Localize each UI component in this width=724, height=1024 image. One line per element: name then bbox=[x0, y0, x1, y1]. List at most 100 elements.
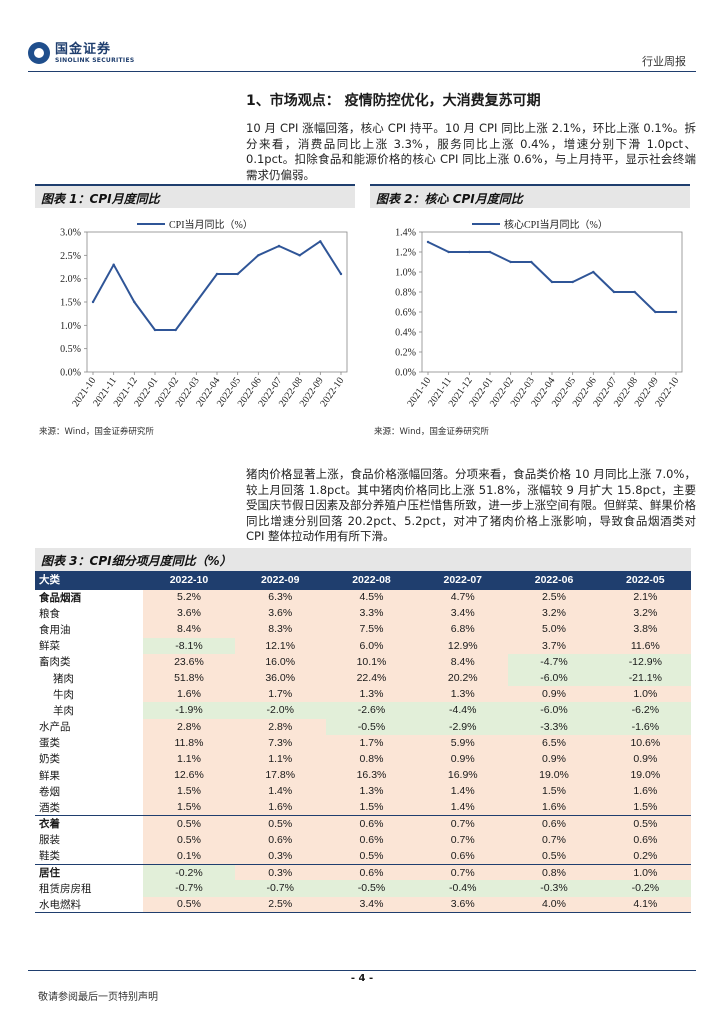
table-cell-value: 1.6% bbox=[143, 686, 235, 703]
logo-text-en: SINOLINK SECURITIES bbox=[55, 56, 135, 64]
data-point bbox=[633, 290, 636, 294]
table-header-month: 2022-10 bbox=[143, 571, 235, 589]
table-cell-value: 0.6% bbox=[325, 863, 418, 881]
table-row: 食用油 8.4% 8.3% 7.5% 6.8% 5.0% 3.8% bbox=[35, 621, 691, 638]
header-divider bbox=[28, 71, 696, 72]
table-cell-category: 租赁房房租 bbox=[39, 882, 92, 895]
table-cell-value: 1.3% bbox=[325, 686, 418, 703]
data-point bbox=[112, 263, 115, 266]
table-cell-value: 1.6% bbox=[234, 799, 326, 816]
y-tick-label: 1.5% bbox=[60, 298, 81, 309]
table-cell-value: 8.4% bbox=[417, 653, 509, 670]
table-cell-category: 粮食 bbox=[39, 607, 60, 620]
data-point bbox=[426, 240, 430, 244]
data-point bbox=[91, 300, 95, 304]
table-cell-value: 3.2% bbox=[508, 605, 600, 622]
cpi-breakdown-table: 大类 2022-10 2022-09 2022-08 2022-07 2022-… bbox=[35, 571, 691, 914]
data-point bbox=[236, 272, 239, 276]
table-cell-category: 衣着 bbox=[35, 815, 144, 832]
table-cell-value: 2.8% bbox=[234, 718, 326, 735]
table-cell-category: 食品烟酒 bbox=[35, 588, 144, 606]
data-point bbox=[571, 280, 574, 284]
table-cell-value: 0.6% bbox=[417, 848, 509, 865]
data-point bbox=[612, 290, 616, 294]
table-cell-value: -6.0% bbox=[508, 702, 600, 719]
table-cell-value: 0.9% bbox=[508, 686, 600, 703]
figure-1-title: 图表 1：CPI月度同比 bbox=[35, 184, 355, 208]
series-line bbox=[92, 240, 342, 331]
table-cell-value: 0.6% bbox=[508, 815, 600, 832]
y-tick-label: 1.0% bbox=[395, 268, 416, 279]
table-cell-value: 3.8% bbox=[599, 621, 691, 638]
paragraph-cpi-summary: 10 月 CPI 涨幅回落，核心 CPI 持平。10 月 CPI 同比上涨 2.… bbox=[246, 121, 696, 182]
y-tick-label: 2.0% bbox=[60, 274, 81, 285]
table-cell-category: 鲜果 bbox=[39, 769, 60, 782]
data-point bbox=[195, 300, 198, 304]
table-row: 酒类 1.5% 1.6% 1.5% 1.4% 1.6% 1.5% bbox=[35, 799, 691, 816]
table-header-category: 大类 bbox=[35, 571, 144, 589]
table-cell-value: 3.3% bbox=[325, 605, 418, 622]
table-cell-value: 3.7% bbox=[508, 637, 600, 654]
table-cell-value: 0.7% bbox=[417, 863, 509, 881]
table-cell-value: 2.1% bbox=[599, 588, 691, 606]
table-cell-value: 1.7% bbox=[234, 686, 326, 703]
table-cell-category: 酒类 bbox=[39, 801, 60, 814]
table-cell-value: 1.5% bbox=[143, 799, 235, 816]
section-title: 1、市场观点： 疫情防控优化，大消费复苏可期 bbox=[246, 93, 541, 109]
table-cell-category: 食用油 bbox=[39, 623, 71, 636]
table-row: 衣着 0.5% 0.5% 0.6% 0.7% 0.6% 0.5% bbox=[35, 815, 691, 832]
table-cell-value: 4.1% bbox=[599, 896, 691, 914]
table-row: 食品烟酒 5.2% 6.3% 4.5% 4.7% 2.5% 2.1% bbox=[35, 588, 691, 606]
table-cell-value: -2.9% bbox=[417, 718, 509, 735]
data-point bbox=[319, 240, 322, 243]
table-header-month: 2022-09 bbox=[234, 571, 326, 589]
chart-legend: 核心CPI当月同比（%） bbox=[472, 218, 608, 231]
table-cell-value: 3.2% bbox=[599, 605, 691, 622]
table-cell-value: 3.6% bbox=[417, 896, 509, 914]
table-cell-value: 1.6% bbox=[599, 783, 691, 800]
table-cell-value: 20.2% bbox=[417, 669, 509, 687]
table-cell-value: 1.3% bbox=[325, 783, 418, 800]
table-cell-value: 5.9% bbox=[417, 734, 509, 751]
table-row: 鲜菜 -8.1% 12.1% 6.0% 12.9% 3.7% 11.6% bbox=[35, 637, 691, 654]
report-type-label: 行业周报 bbox=[642, 55, 686, 68]
table-cell-value: 0.3% bbox=[234, 863, 326, 881]
table-cell-value: 1.7% bbox=[325, 734, 418, 751]
table-cell-value: -3.3% bbox=[508, 718, 600, 735]
table-cell-value: -12.9% bbox=[599, 653, 691, 670]
table-cell-category: 蛋类 bbox=[39, 737, 60, 750]
table-cell-value: 0.2% bbox=[599, 848, 691, 865]
table-cell-value: 51.8% bbox=[143, 669, 235, 687]
table-row: 鞋类 0.1% 0.3% 0.5% 0.6% 0.5% 0.2% bbox=[35, 848, 691, 865]
table-cell-category: 居住 bbox=[35, 863, 144, 881]
table-row: 鲜果 12.6% 17.8% 16.3% 16.9% 19.0% 19.0% bbox=[35, 767, 691, 784]
table-row: 奶类 1.1% 1.1% 0.8% 0.9% 0.9% 0.9% bbox=[35, 750, 691, 768]
table-cell-value: 2.5% bbox=[234, 896, 326, 914]
y-tick-label: 1.0% bbox=[60, 321, 81, 332]
table-cell-value: 0.7% bbox=[417, 831, 509, 848]
y-tick-label: 1.2% bbox=[395, 248, 416, 259]
table-cell-value: -6.2% bbox=[599, 702, 691, 719]
logo-text-cn: 国金证券 bbox=[55, 41, 112, 57]
legend-label: 核心CPI当月同比（%） bbox=[504, 218, 608, 231]
table-cell-category: 畜肉类 bbox=[39, 656, 71, 669]
table-cell-value: 1.3% bbox=[417, 686, 509, 703]
table-cell-value: 1.5% bbox=[508, 783, 600, 800]
table-cell-value: 4.5% bbox=[325, 588, 418, 606]
data-point bbox=[257, 254, 260, 257]
legend-label: CPI当月同比（%） bbox=[169, 218, 253, 231]
table-cell-value: 0.3% bbox=[234, 848, 326, 865]
table-cell-category: 猪肉 bbox=[53, 672, 74, 685]
footer-divider bbox=[28, 970, 696, 971]
data-point bbox=[674, 310, 678, 314]
table-cell-value: 0.5% bbox=[143, 831, 235, 848]
table-cell-value: -2.6% bbox=[325, 702, 418, 719]
table-cell-value: 0.5% bbox=[143, 896, 235, 914]
table-cell-value: -4.7% bbox=[508, 653, 600, 670]
table-cell-value: 0.6% bbox=[234, 831, 326, 848]
table-cell-value: 4.7% bbox=[417, 588, 509, 606]
table-cell-value: 2.8% bbox=[143, 718, 235, 735]
table-row: 羊肉 -1.9% -2.0% -2.6% -4.4% -6.0% -6.2% bbox=[35, 702, 691, 719]
table-cell-category: 水电燃料 bbox=[35, 896, 144, 914]
data-point bbox=[133, 300, 136, 304]
